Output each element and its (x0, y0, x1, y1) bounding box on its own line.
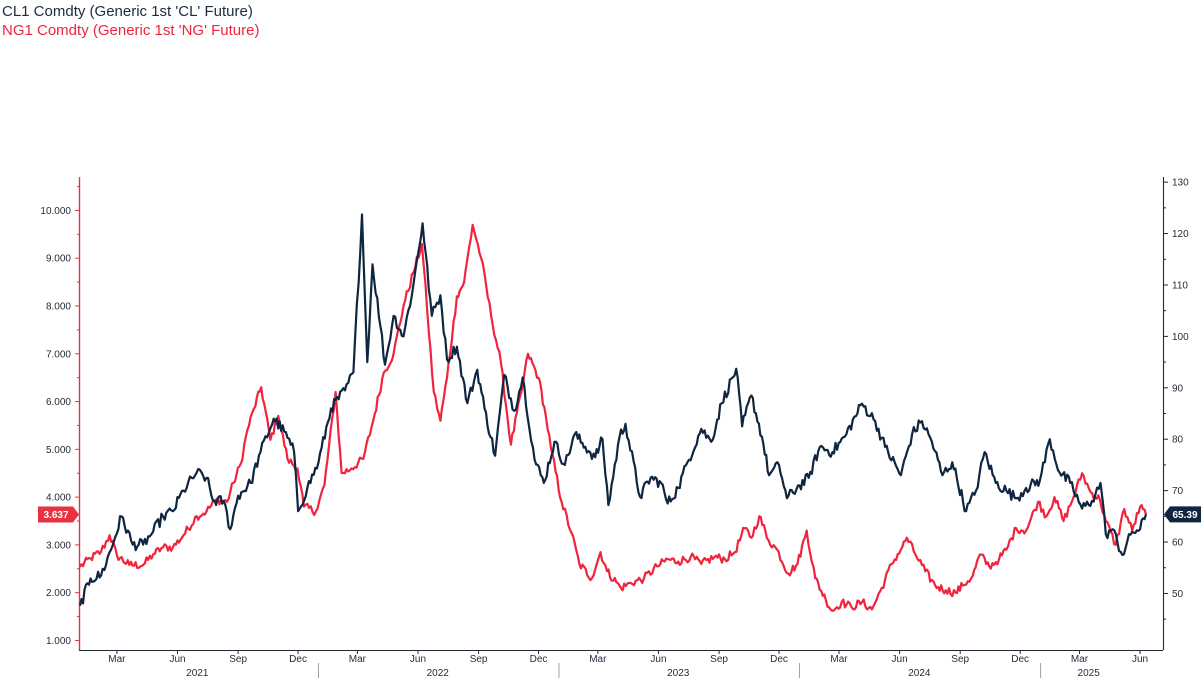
x-tick-label: Mar (349, 654, 367, 665)
x-tick-label: Sep (710, 654, 728, 665)
x-tick-label: Jun (650, 654, 666, 665)
left-tick-label: 10.000 (40, 206, 71, 217)
right-tick-label: 60 (1172, 538, 1184, 549)
legend-item-cl: CL1 Comdty (Generic 1st 'CL' Future) (2, 3, 253, 20)
right-tick-label: 80 (1172, 435, 1184, 446)
left-tick-label: 6.000 (46, 397, 71, 408)
x-tick-label: Jun (169, 654, 185, 665)
legend-item-ng: NG1 Comdty (Generic 1st 'NG' Future) (2, 22, 260, 39)
x-year-label: 2025 (1078, 668, 1101, 679)
x-tick-label: Jun (892, 654, 908, 665)
left-tick-label: 1.000 (46, 636, 71, 647)
left-tick-label: 5.000 (46, 445, 71, 456)
x-tick-label: Mar (830, 654, 848, 665)
left-tick-label: 2.000 (46, 588, 71, 599)
x-tick-label: Mar (589, 654, 607, 665)
x-tick-label: Dec (1011, 654, 1029, 665)
series-line-cl (78, 213, 1148, 607)
series-layer (78, 213, 1148, 612)
right-tick-label: 100 (1172, 332, 1189, 343)
last-value-badge-ng-shape (38, 506, 79, 523)
left-tick-label: 9.000 (46, 254, 71, 265)
x-year-label: 2022 (427, 668, 450, 679)
x-tick-label: Mar (1071, 654, 1089, 665)
x-tick-label: Dec (289, 654, 307, 665)
last-value-badge-ng: 3.637 (38, 506, 79, 523)
left-tick-label: 4.000 (46, 493, 71, 504)
x-tick-label: Sep (470, 654, 488, 665)
last-value-label-cl: 65.39 (1172, 510, 1197, 521)
legend: CL1 Comdty (Generic 1st 'CL' Future) NG1… (2, 2, 259, 40)
right-axis: 50 60 70 80 90 100 110 120 130 (1162, 177, 1189, 650)
series-line-ng (79, 223, 1148, 612)
right-tick-label: 50 (1172, 589, 1184, 600)
last-value-badge-cl-shape (1164, 506, 1201, 523)
x-year-label: 2024 (908, 668, 931, 679)
left-tick-label: 7.000 (46, 349, 71, 360)
right-tick-label: 120 (1172, 229, 1189, 240)
left-axis-ticks: 1.000 2.000 3.000 4.000 5.000 6.000 7.000 8.000… (40, 186, 79, 647)
last-value-badge-cl: 65.39 (1164, 506, 1201, 523)
right-axis-ticks: 50 60 70 80 90 100 110 120 130 (1163, 178, 1189, 620)
x-year-label: 2021 (186, 668, 209, 679)
x-tick-label: Sep (229, 654, 247, 665)
x-tick-label: Jun (1132, 654, 1148, 665)
right-tick-label: 110 (1172, 280, 1188, 291)
left-tick-label: 3.000 (46, 540, 71, 551)
last-value-label-ng: 3.637 (43, 510, 68, 521)
x-tick-label: Sep (951, 654, 969, 665)
x-year-label: 2023 (667, 668, 690, 679)
x-axis-ticks: Mar Jun Sep Dec Mar Jun Sep Dec Mar Jun Sep Dec Mar J… (108, 650, 1148, 679)
left-tick-label: 8.000 (46, 302, 71, 313)
x-axis: Mar Jun Sep Dec Mar Jun Sep Dec Mar Jun Sep Dec Mar J… (79, 650, 1163, 679)
x-tick-label: Mar (108, 654, 126, 665)
left-axis: 1.000 2.000 3.000 4.000 5.000 6.000 7.000 8.000… (40, 177, 81, 650)
x-tick-label: Dec (530, 654, 548, 665)
right-tick-label: 90 (1172, 383, 1184, 394)
x-tick-label: Dec (770, 654, 788, 665)
right-tick-label: 70 (1172, 486, 1184, 497)
x-tick-label: Jun (410, 654, 426, 665)
right-tick-label: 130 (1172, 178, 1189, 189)
